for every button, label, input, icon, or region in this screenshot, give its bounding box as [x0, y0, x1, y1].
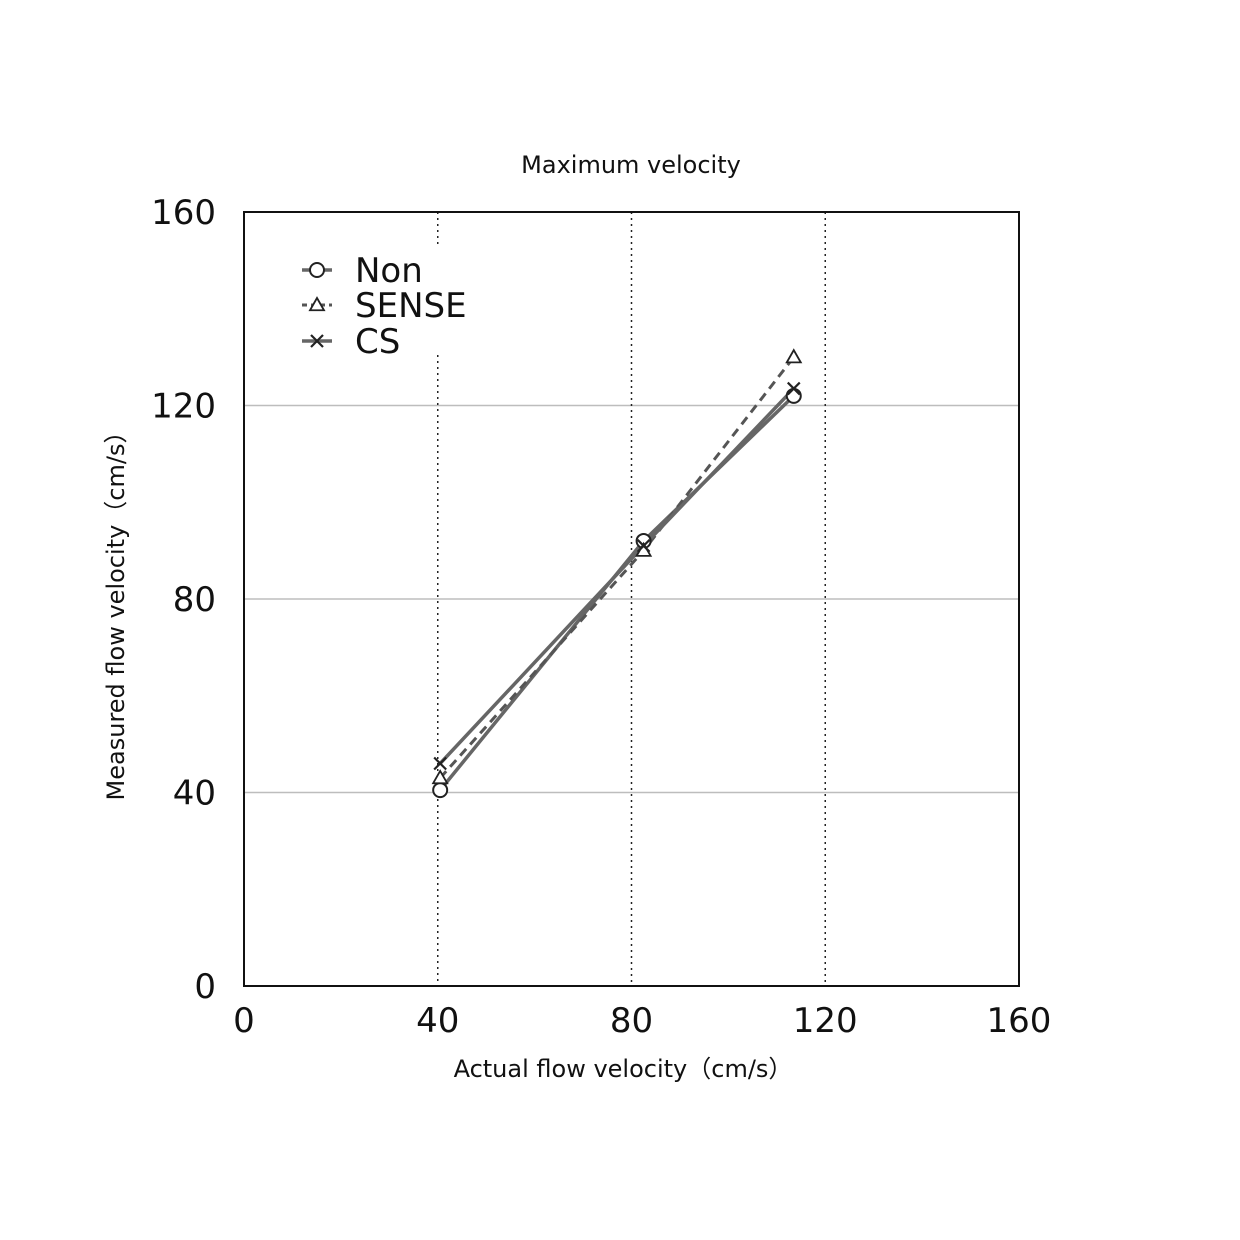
x-tick-label: 40 [416, 1001, 459, 1041]
legend-marker-cs [310, 334, 324, 348]
chart-title: Maximum velocity [521, 151, 741, 179]
data-point-cs-1 [636, 539, 651, 553]
x-tick-label: 160 [987, 1001, 1052, 1041]
legend-marker-cs-stroke-b [310, 334, 324, 348]
x-tick-label: 0 [233, 1001, 255, 1041]
x-tick-label: 120 [793, 1001, 858, 1041]
grid [244, 212, 1019, 986]
y-tick-label: 40 [173, 774, 216, 814]
legend-marker-non [309, 262, 325, 278]
data-point-non-0 [432, 782, 449, 799]
plot-frame [243, 211, 1020, 987]
x-axis-label: Actual flow velocity（cm/s） [454, 1055, 793, 1083]
data-point-cs-2 [786, 381, 801, 396]
tick-labels: 0 40 80 120 160 0 40 80 120 160 [151, 193, 1051, 1041]
legend-label-non: Non [355, 251, 423, 291]
y-tick-label: 80 [173, 580, 216, 620]
data-point-cs-2-stroke-b [786, 381, 801, 396]
data-point-cs-0 [433, 756, 447, 771]
data-point-sense-2 [785, 348, 803, 364]
series-layer [431, 348, 803, 799]
y-tick-label: 160 [151, 193, 216, 233]
y-tick-label: 0 [194, 967, 216, 1007]
legend-label-cs: CS [355, 322, 400, 362]
y-tick-label: 120 [151, 387, 216, 427]
legend-marker-sense [308, 296, 326, 312]
y-axis-label: Measured flow velocity（cm/s） [102, 420, 130, 801]
data-point-sense-0 [431, 769, 449, 785]
legend-label-sense: SENSE [355, 286, 467, 326]
x-tick-label: 80 [610, 1001, 653, 1041]
data-point-cs-0-stroke-b [433, 756, 447, 771]
data-point-non-2 [785, 387, 802, 404]
data-point-cs-1-stroke-b [636, 539, 651, 553]
